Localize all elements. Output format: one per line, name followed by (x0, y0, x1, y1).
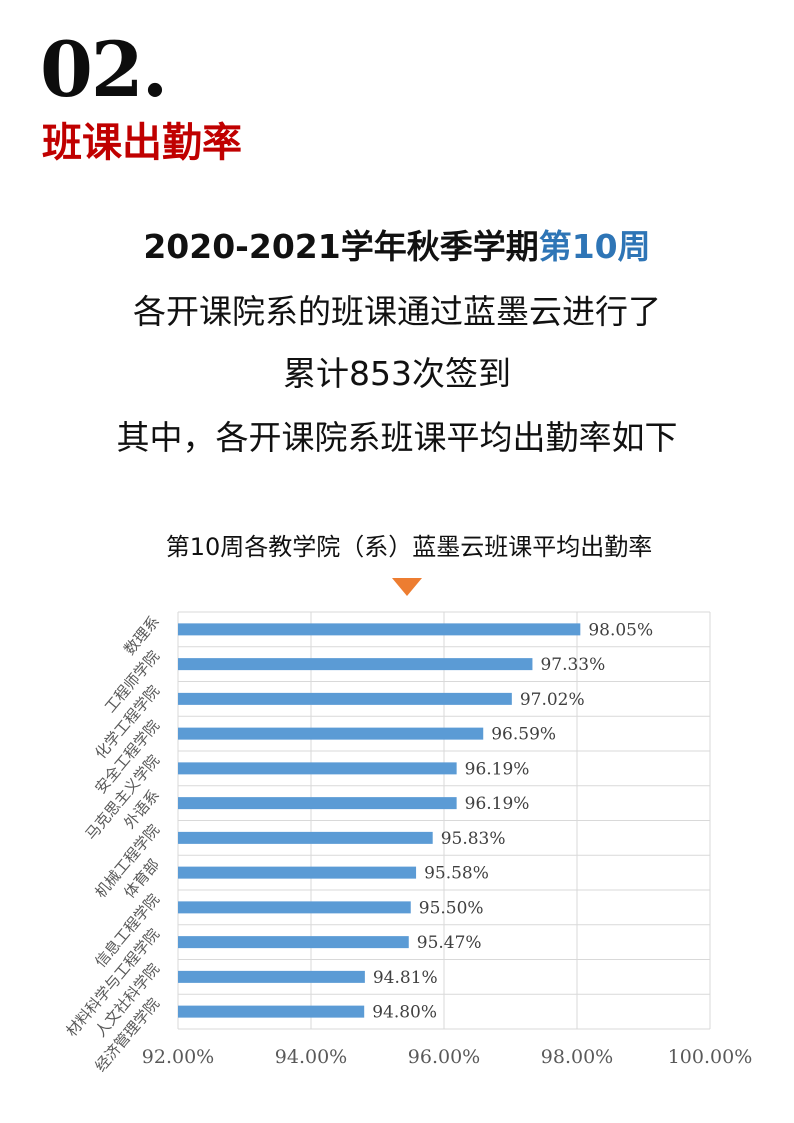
x-tick-label-0: 92.00% (142, 1046, 214, 1068)
intro-line-1: 2020-2021学年秋季学期第10周 (0, 225, 794, 269)
chart-title: 第10周各教学院（系）蓝墨云班课平均出勤率 (165, 533, 653, 561)
data-label-3: 96.59% (491, 725, 556, 745)
data-label-5: 96.19% (465, 794, 530, 814)
bar-3 (178, 727, 484, 740)
data-label-1: 97.33% (540, 655, 605, 675)
section-number: 02. (40, 25, 168, 114)
x-tick-label-2: 96.00% (408, 1046, 480, 1068)
x-tick-label-3: 98.00% (541, 1046, 613, 1068)
data-label-6: 95.83% (441, 829, 506, 849)
bar-2 (178, 692, 512, 705)
bar-0 (178, 623, 581, 636)
bar-7 (178, 866, 417, 879)
bar-11 (178, 1005, 365, 1018)
bar-9 (178, 936, 409, 949)
bar-1 (178, 658, 533, 671)
bar-5 (178, 797, 457, 810)
category-label-0: 数理系 (120, 612, 163, 658)
x-tick-label-1: 94.00% (275, 1046, 347, 1068)
data-label-11: 94.80% (372, 1003, 437, 1023)
grid-layer (177, 611, 711, 1030)
bar-4 (178, 762, 457, 775)
section-title: 班课出勤率 (42, 120, 242, 166)
data-label-10: 94.81% (373, 968, 438, 988)
bar-10 (178, 970, 365, 983)
intro-line-3: 累计853次签到 (283, 354, 511, 393)
pointer-triangle-icon (392, 578, 422, 596)
data-label-2: 97.02% (520, 690, 585, 710)
intro-line-2: 各开课院系的班课通过蓝墨云进行了 (133, 292, 661, 331)
category-label-layer: 数理系工程师学院化学工程学院安全工程学院马克思主义学院外语系机械工程学院体育部信… (62, 612, 163, 1075)
data-label-7: 95.58% (424, 864, 489, 884)
bar-layer (178, 623, 581, 1018)
label-layer: 98.05% 97.33% 97.02% 96.59% 96.19% 96.19% 95.8… (372, 620, 653, 1022)
intro-week-highlight: 第10周 (538, 227, 651, 266)
intro-line-1-text: 2020-2021学年秋季学期 (143, 227, 539, 266)
data-label-4: 96.19% (465, 759, 530, 779)
bar-chart: 98.05% 97.33% 97.02% 96.59% 96.19% 96.19% 95.8… (62, 611, 753, 1075)
data-label-9: 95.47% (417, 933, 482, 953)
intro-line-4: 其中，各开课院系班课平均出勤率如下 (116, 418, 678, 457)
x-axis-tick-layer: 92.00% 94.00% 96.00% 98.00% 100.00% (142, 1046, 753, 1068)
bar-6 (178, 831, 433, 844)
bar-8 (178, 901, 411, 914)
data-label-0: 98.05% (588, 620, 653, 640)
data-label-8: 95.50% (419, 898, 484, 918)
x-tick-label-4: 100.00% (668, 1046, 753, 1068)
